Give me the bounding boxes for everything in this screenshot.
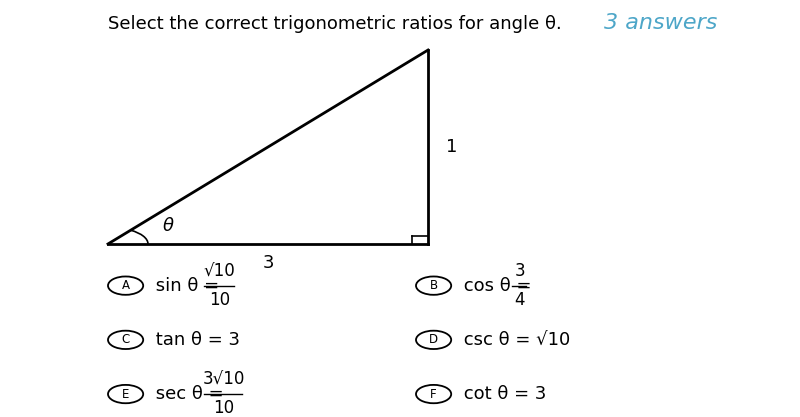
Text: sin θ =: sin θ = xyxy=(150,276,225,295)
Text: E: E xyxy=(122,387,130,401)
Text: csc θ = √10: csc θ = √10 xyxy=(458,331,570,349)
Text: D: D xyxy=(429,333,438,347)
Text: √10: √10 xyxy=(204,262,236,280)
Text: Select the correct trigonometric ratios for angle θ.: Select the correct trigonometric ratios … xyxy=(108,15,562,33)
Text: F: F xyxy=(430,387,437,401)
Text: θ: θ xyxy=(162,217,174,235)
Text: A: A xyxy=(122,279,130,292)
Text: 3 answers: 3 answers xyxy=(604,13,718,33)
Text: 3: 3 xyxy=(262,254,274,272)
Text: B: B xyxy=(430,279,438,292)
Text: sec θ =: sec θ = xyxy=(150,385,229,403)
Text: 10: 10 xyxy=(209,291,230,309)
Text: cos θ =: cos θ = xyxy=(458,276,537,295)
Text: 10: 10 xyxy=(213,399,234,417)
Text: 3: 3 xyxy=(514,262,525,280)
Text: cot θ = 3: cot θ = 3 xyxy=(458,385,546,403)
Text: 4: 4 xyxy=(514,291,525,309)
Text: 3√10: 3√10 xyxy=(202,371,245,389)
Text: tan θ = 3: tan θ = 3 xyxy=(150,331,240,349)
Text: C: C xyxy=(122,333,130,347)
Text: 1: 1 xyxy=(446,138,457,156)
